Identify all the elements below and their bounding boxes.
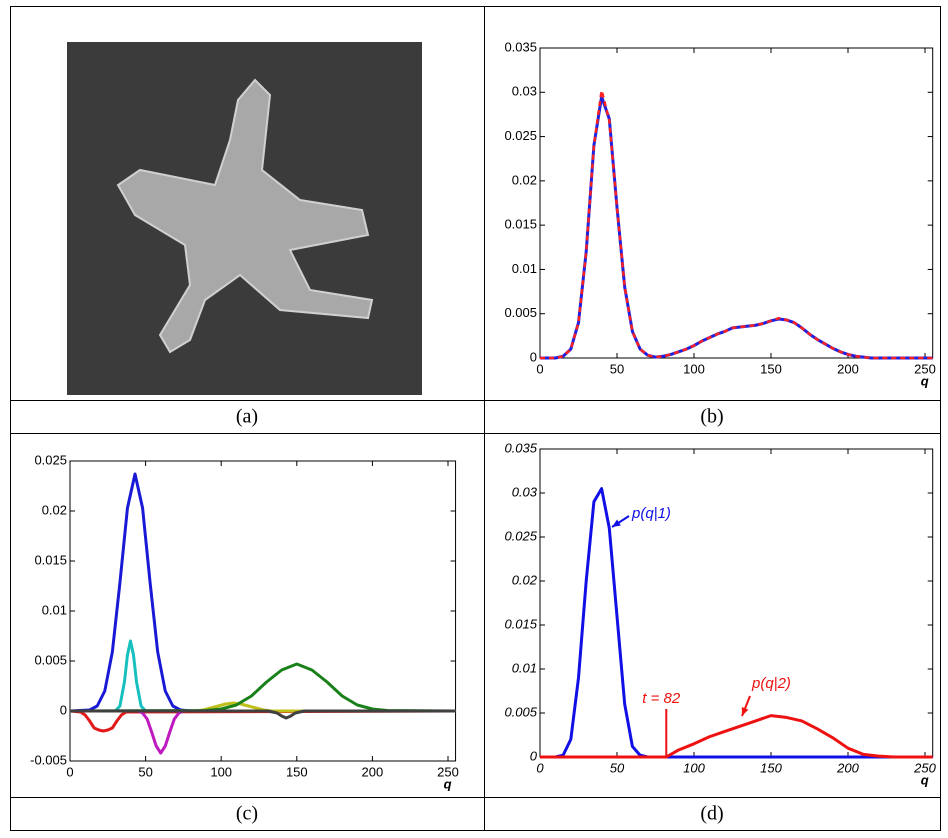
x-tick-label: 50 <box>138 764 152 779</box>
y-tick-label: 0.005 <box>504 305 537 320</box>
x-tick-label: 150 <box>286 764 308 779</box>
y-tick-label: -0.005 <box>30 752 67 767</box>
x-tick-label: 100 <box>210 764 232 779</box>
y-tick-label: 0.025 <box>504 528 537 543</box>
x-tick-label: 0 <box>536 760 544 775</box>
table-border <box>10 6 941 831</box>
y-tick-label: 0.015 <box>34 552 67 567</box>
y-tick-label: 0.015 <box>504 616 537 631</box>
threshold-label: t = 82 <box>642 690 681 707</box>
y-tick-label: 0 <box>530 748 538 763</box>
x-tick-label: 100 <box>683 760 705 775</box>
x-tick-label: 0 <box>66 764 73 779</box>
annotation: p(q|1) <box>631 505 671 522</box>
series-line <box>69 662 456 713</box>
y-tick-label: 0 <box>530 349 537 364</box>
series-line <box>69 709 456 733</box>
series-line <box>540 714 933 759</box>
y-tick-label: 0.035 <box>504 39 537 54</box>
y-tick-label: 0 <box>60 702 67 717</box>
y-tick-label: 0.015 <box>504 217 537 232</box>
plot-frame <box>539 47 934 359</box>
y-tick-label: 0.035 <box>504 440 537 455</box>
y-tick-label: 0.025 <box>504 128 537 143</box>
x-tick-label: 150 <box>760 760 782 775</box>
y-tick-label: 0.01 <box>512 660 537 675</box>
x-axis-label: q <box>444 776 452 791</box>
y-tick-label: 0.005 <box>34 652 67 667</box>
x-tick-label: 150 <box>760 361 782 376</box>
x-tick-label: 50 <box>610 361 624 376</box>
y-tick-label: 0.005 <box>504 704 537 719</box>
series-line <box>540 89 933 360</box>
x-tick-label: 0 <box>536 361 543 376</box>
series-line <box>70 639 456 713</box>
x-axis-label: q <box>921 772 929 787</box>
y-tick-label: 0.03 <box>512 484 538 499</box>
y-tick-label: 0.02 <box>512 172 537 187</box>
series-line <box>69 472 456 713</box>
series-line <box>540 95 933 360</box>
annotation: p(q|2) <box>751 675 791 692</box>
x-tick-label: 200 <box>836 760 859 775</box>
x-axis-label: q <box>921 373 929 388</box>
caption: (b) <box>700 406 723 428</box>
annotation-arrowhead <box>612 519 621 527</box>
y-tick-label: 0.02 <box>42 502 67 517</box>
x-tick-label: 250 <box>913 760 936 775</box>
y-tick-label: 0.01 <box>42 602 67 617</box>
series-line <box>70 709 456 755</box>
caption: (a) <box>236 406 258 428</box>
x-tick-label: 100 <box>683 361 705 376</box>
x-tick-label: 50 <box>610 760 625 775</box>
y-tick-label: 0.03 <box>512 84 537 99</box>
y-tick-label: 0.02 <box>512 572 538 587</box>
y-tick-label: 0.025 <box>34 452 67 467</box>
caption: (d) <box>700 803 723 825</box>
starfish-image <box>67 42 422 395</box>
caption: (c) <box>236 803 258 825</box>
x-tick-label: 200 <box>837 361 859 376</box>
y-tick-label: 0.01 <box>512 261 537 276</box>
series-line <box>70 709 456 720</box>
x-tick-label: 250 <box>437 764 459 779</box>
x-tick-label: 200 <box>362 764 384 779</box>
series-line <box>540 487 933 759</box>
annotation-arrowhead <box>741 707 749 716</box>
x-tick-label: 250 <box>914 361 936 376</box>
